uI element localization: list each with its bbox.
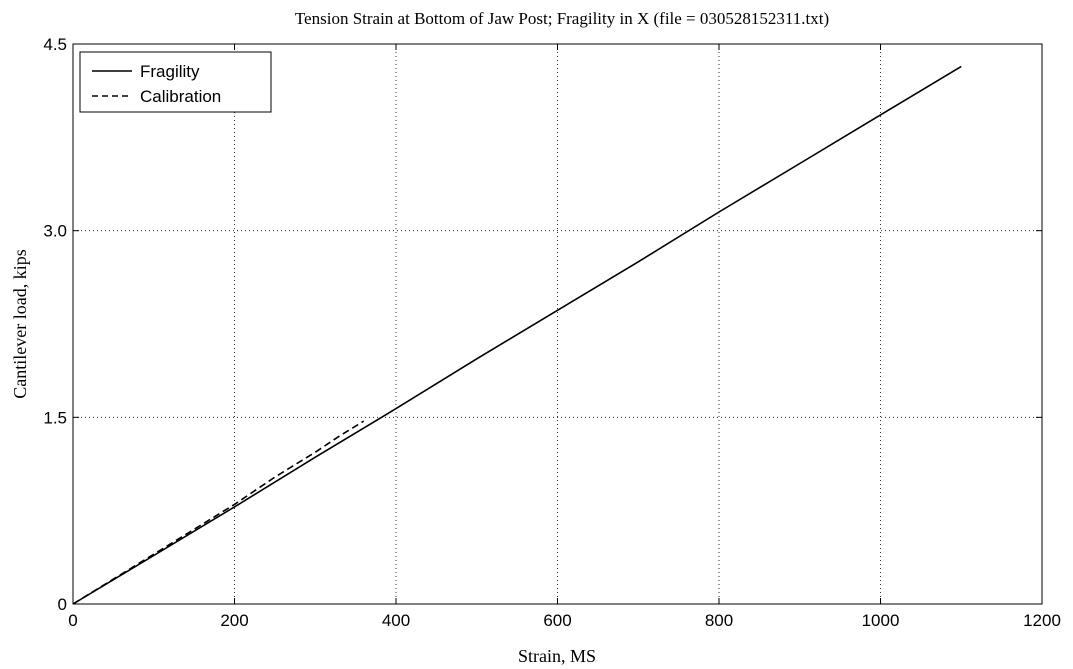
legend-box <box>79 51 272 113</box>
series-lines <box>72 65 962 605</box>
y-axis-label: Cantilever load, kips <box>10 249 30 398</box>
x-tick-label: 1200 <box>1023 611 1061 630</box>
legend-fragility-label: Fragility <box>140 62 200 81</box>
grid-lines <box>73 44 1042 604</box>
y-tick-labels: 0 1.5 3.0 4.5 <box>43 35 67 614</box>
x-axis-label: Strain, MS <box>518 646 596 666</box>
series-line-fragility <box>72 65 962 605</box>
y-tick-label: 1.5 <box>43 408 67 427</box>
legend: Fragility Calibration <box>79 51 272 113</box>
x-tick-label: 200 <box>220 611 248 630</box>
y-tick-label: 4.5 <box>43 35 67 54</box>
x-tick-label: 400 <box>382 611 410 630</box>
y-tick-label: 0 <box>58 595 67 614</box>
axis-ticks <box>72 43 1043 605</box>
series-line-calibration <box>72 420 365 605</box>
y-tick-label: 3.0 <box>43 222 67 241</box>
x-tick-label: 1000 <box>862 611 900 630</box>
x-tick-labels: 0 200 400 600 800 1000 1200 <box>68 611 1061 630</box>
x-tick-label: 0 <box>68 611 77 630</box>
chart-title: Tension Strain at Bottom of Jaw Post; Fr… <box>295 9 829 28</box>
x-tick-label: 800 <box>705 611 733 630</box>
legend-calibration-label: Calibration <box>140 87 221 106</box>
x-tick-label: 600 <box>543 611 571 630</box>
